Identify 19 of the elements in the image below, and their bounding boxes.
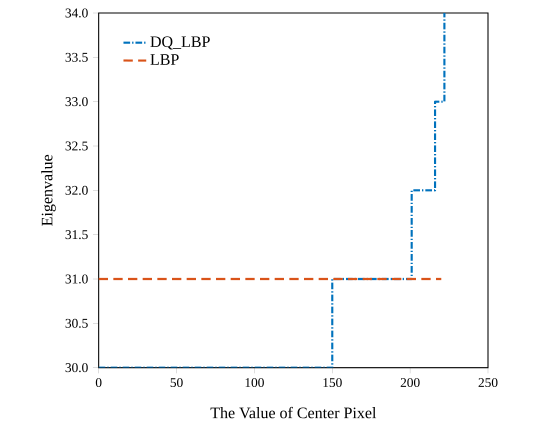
x-axis-title: The Value of Center Pixel [210, 406, 376, 418]
legend-label: LBP [150, 54, 179, 65]
y-tick-label: 33.0 [66, 97, 88, 106]
y-tick-label: 34.0 [66, 8, 88, 18]
x-tick-label: 200 [400, 378, 420, 388]
x-tick-label: 100 [246, 378, 264, 388]
y-tick-label: 31.0 [66, 274, 88, 284]
x-tick-label: 150 [323, 378, 342, 388]
y-axis-title: Eigenvalue [41, 154, 56, 226]
y-tick-label: 30.5 [66, 318, 88, 328]
legend-label: DQ_LBP [150, 36, 210, 50]
x-tick-label: 0 [96, 378, 102, 388]
y-tick-label: 31.5 [66, 230, 88, 240]
x-tick-label: 250 [478, 378, 498, 388]
y-tick-label: 32.5 [66, 142, 88, 151]
x-tick-label: 50 [170, 378, 183, 388]
y-tick-label: 32.0 [66, 186, 88, 195]
y-tick-label: 33.5 [66, 52, 88, 62]
y-tick-label: 30.0 [66, 363, 88, 372]
